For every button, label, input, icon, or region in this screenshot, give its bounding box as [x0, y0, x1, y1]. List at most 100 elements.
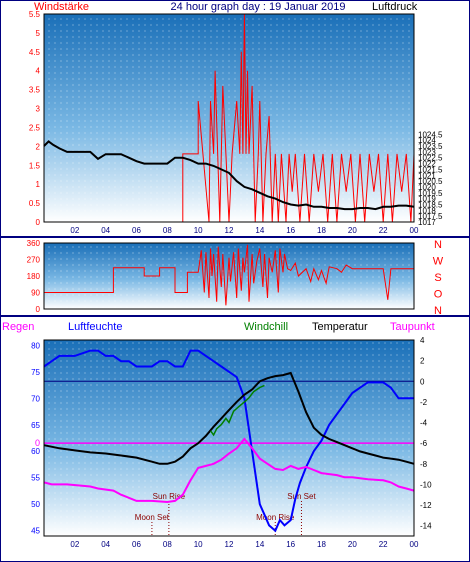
pressure-tick-label: 1024: [418, 136, 436, 145]
hour-tick-label: 10: [194, 540, 203, 549]
wind-direction-tick-label: 90: [31, 289, 40, 298]
pressure-tick-label: 1021.5: [418, 165, 443, 174]
wind-speed-line: [44, 13, 415, 223]
hour-tick-label: 20: [348, 226, 357, 235]
temperature-grid-dots: [44, 340, 414, 536]
temperature-border: [43, 339, 415, 537]
hour-tick-label: 00: [410, 540, 419, 549]
windchill-label: Windchill: [244, 321, 288, 333]
astro-annotation-label: Sun Set: [287, 492, 316, 501]
hour-tick-label: 18: [317, 540, 326, 549]
chart-title: 24 hour graph day : 19 Januar 2019: [171, 1, 346, 13]
pressure-tick-label: 1020.5: [418, 177, 443, 186]
hour-tick-label: 04: [101, 226, 110, 235]
pressure-tick-label: 1022.5: [418, 154, 443, 163]
rain-label: Regen: [2, 321, 34, 333]
compass-letter: W: [433, 256, 444, 268]
temperature-label: Temperatur: [312, 321, 368, 333]
wind-direction-border: [43, 242, 415, 310]
hour-tick-label: 20: [348, 540, 357, 549]
hour-tick-label: 00: [410, 226, 419, 235]
temperature-tick-label: 4: [420, 336, 425, 345]
pressure-tick-label: 1019.5: [418, 189, 443, 198]
temperature-tick-label: -10: [420, 480, 432, 489]
hour-tick-label: 08: [163, 226, 172, 235]
humidity-tick-label: 45: [31, 527, 40, 536]
hour-tick-label: 16: [286, 540, 295, 549]
wind-direction-tick-label: 0: [36, 305, 41, 314]
compass-letter: N: [434, 239, 442, 251]
pressure-label: Luftdruck: [372, 1, 418, 13]
humidity-tick-label: 60: [31, 447, 40, 456]
wind-direction-tick-label: 270: [27, 256, 41, 265]
humidity-tick-label: 65: [31, 421, 40, 430]
temperature-tick-label: -14: [420, 522, 432, 531]
humidity-tick-label: 75: [31, 368, 40, 377]
wind-speed-tick-label: 2.5: [29, 123, 41, 132]
wind-speed-tick-label: 3: [36, 105, 41, 114]
humidity-tick-label: 55: [31, 474, 40, 483]
pressure-tick-label: 1017.5: [418, 212, 443, 221]
windchill-line: [209, 384, 265, 437]
temperature-line: [43, 371, 415, 465]
temperature-tick-label: 0: [420, 377, 425, 386]
hour-tick-label: 16: [286, 226, 295, 235]
pressure-tick-label: 1022: [418, 160, 436, 169]
pressure-tick-label: 1018.5: [418, 200, 443, 209]
temperature-tick-label: -8: [420, 460, 428, 469]
pressure-tick-label: 1023: [418, 148, 436, 157]
astro-annotation-label: Sun Rise: [153, 492, 186, 501]
pressure-tick-label: 1017: [418, 218, 436, 227]
hour-tick-label: 22: [379, 540, 388, 549]
hour-tick-label: 18: [317, 226, 326, 235]
hour-tick-label: 08: [163, 540, 172, 549]
hour-tick-label: 02: [70, 540, 79, 549]
pressure-tick-label: 1018: [418, 206, 436, 215]
wind-speed-tick-label: 1: [36, 180, 41, 189]
pressure-tick-label: 1020: [418, 183, 436, 192]
rain-zero-tick: 0: [35, 438, 40, 448]
pressure-tick-label: 1024.5: [418, 130, 443, 139]
humidity-line: [43, 349, 414, 533]
wind-speed-tick-label: 4: [36, 67, 41, 76]
wind-direction-tick-label: 180: [27, 272, 41, 281]
astro-annotation-label: Moon Rise: [256, 513, 295, 522]
wind-speed-tick-label: 0.5: [29, 199, 41, 208]
hour-tick-label: 02: [70, 226, 79, 235]
humidity-tick-label: 50: [31, 500, 40, 509]
hour-tick-label: 06: [132, 226, 141, 235]
wind-pressure-chart: Windstärke 24 hour graph day : 19 Januar…: [29, 1, 443, 235]
compass-letter: N: [434, 305, 442, 317]
pressure-tick-label: 1019: [418, 195, 436, 204]
temperature-humidity-chart: Regen Luftfeuchte Windchill Temperatur T…: [2, 321, 435, 549]
wind-pressure-border: [43, 13, 415, 223]
compass-letter: O: [434, 289, 443, 301]
humidity-tick-label: 80: [31, 341, 40, 350]
hour-tick-label: 14: [255, 540, 264, 549]
astro-annotation-label: Moon Set: [135, 513, 170, 522]
humidity-tick-label: 70: [31, 394, 40, 403]
wind-speed-label: Windstärke: [34, 1, 89, 13]
wind-direction-tick-label: 360: [27, 239, 41, 248]
temperature-tick-label: -6: [420, 439, 428, 448]
wind-direction-line: [44, 244, 414, 306]
humidity-label: Luftfeuchte: [68, 321, 122, 333]
temperature-tick-label: -4: [420, 419, 428, 428]
hour-tick-label: 14: [255, 226, 264, 235]
wind-speed-tick-label: 0: [36, 218, 41, 227]
hour-tick-label: 10: [194, 226, 203, 235]
hour-tick-label: 12: [225, 226, 234, 235]
hour-tick-label: 04: [101, 540, 110, 549]
wind-pressure-grid-dots: [44, 14, 414, 222]
hour-tick-label: 12: [225, 540, 234, 549]
hour-tick-label: 22: [379, 226, 388, 235]
wind-speed-tick-label: 3.5: [29, 86, 41, 95]
wind-speed-tick-label: 1.5: [29, 161, 41, 170]
wind-speed-tick-label: 5: [36, 29, 41, 38]
pressure-tick-label: 1023.5: [418, 142, 443, 151]
wind-direction-grid-dots: [44, 243, 414, 309]
hour-tick-label: 06: [132, 540, 141, 549]
wind-speed-tick-label: 4.5: [29, 48, 41, 57]
